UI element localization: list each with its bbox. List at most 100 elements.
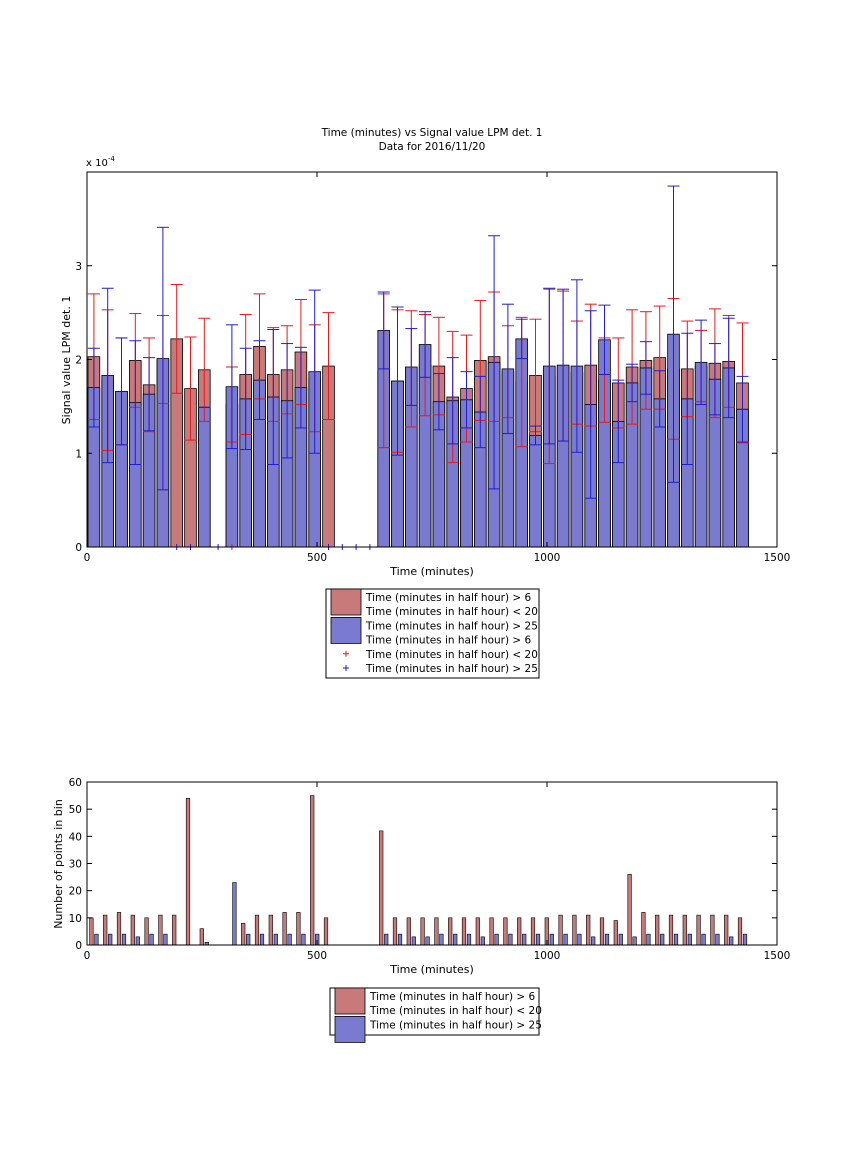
y-tick-label: 3 <box>75 261 82 273</box>
red-count-bar <box>434 917 439 946</box>
blue-count-bar <box>259 933 265 946</box>
red-count-bar <box>158 914 163 946</box>
signal-error-bars <box>87 185 749 499</box>
legend-label: Time (minutes in half hour) > 25 <box>365 620 538 632</box>
red-count-bar <box>296 912 301 946</box>
red-count-bar <box>144 917 149 946</box>
red-count-bar <box>282 912 287 946</box>
y-tick-label: 50 <box>69 804 82 816</box>
blue-signal-bar <box>198 406 211 548</box>
red-count-bar <box>668 914 674 946</box>
red-count-bar <box>724 914 729 946</box>
legend-entries: Time (minutes in half hour) > 6 Time (min… <box>330 588 538 675</box>
red-count-bar <box>641 912 646 946</box>
red-count-bar <box>420 917 425 946</box>
y-tick-label: 60 <box>69 777 82 789</box>
red-count-bar <box>379 830 384 946</box>
red-count-bar <box>103 914 108 946</box>
legend-label: Time (minutes in half hour) > 6 <box>365 635 532 647</box>
count-y-label: Number of points in bin <box>52 799 65 929</box>
red-count-bar <box>116 912 122 946</box>
x-tick-label: 1000 <box>534 552 561 564</box>
blue-count-bar <box>246 933 251 946</box>
count-legend: Time (minutes in half hour) > 6 Time (min… <box>329 987 542 1043</box>
red-count-bar <box>199 928 204 946</box>
blue-count-bar <box>660 933 665 946</box>
blue-count-bar <box>549 933 554 946</box>
blue-count-bar <box>425 936 430 946</box>
red-count-bar <box>130 914 135 946</box>
blue-count-bar <box>466 933 472 946</box>
red-count-bar <box>599 917 605 946</box>
red-legend-swatch <box>334 987 366 1015</box>
blue-legend-swatch <box>334 1016 366 1043</box>
blue-count-bar <box>480 936 485 946</box>
red-count-bar <box>710 914 715 946</box>
blue-count-bar <box>618 933 623 946</box>
legend-box <box>325 588 540 679</box>
blue-count-bar <box>632 936 637 946</box>
blue-count-bar <box>397 933 403 946</box>
blue-count-bar <box>687 933 692 946</box>
signal-x-label: Time (minutes) <box>389 565 474 578</box>
red-count-bar <box>489 917 494 946</box>
x-tick-label: 0 <box>84 950 91 962</box>
red-count-bar <box>448 917 453 946</box>
red-count-bar <box>461 917 467 946</box>
legend-entries: Time (minutes in half hour) > 6 Time (min… <box>334 987 542 1043</box>
red-count-bar <box>406 917 411 946</box>
red-count-bar <box>586 914 591 946</box>
blue-signal-bar <box>529 435 542 548</box>
red-count-bar <box>172 914 177 946</box>
blue-legend-marker <box>343 665 349 671</box>
legend-label: Time (minutes in half hour) < 20 <box>365 606 538 618</box>
count-chart: 0 500 1000 1500 0 10 20 30 40 50 60 Time (minutes)… <box>52 777 790 976</box>
blue-count-bar <box>108 933 113 946</box>
red-count-bar <box>268 914 273 946</box>
blue-count-bar <box>494 933 499 946</box>
red-count-bar <box>241 922 246 946</box>
count-axes: 0 500 1000 1500 0 10 20 30 40 50 60 <box>69 777 791 962</box>
x-tick-label: 1000 <box>534 950 561 962</box>
blue-count-bar <box>673 933 679 946</box>
y-tick-label: 1 <box>75 448 82 460</box>
legend-label: Time (minutes in half hour) < 20 <box>369 1005 542 1017</box>
legend-label: Time (minutes in half hour) > 6 <box>369 991 536 1003</box>
x-tick-label: 1500 <box>764 552 791 564</box>
y-tick-label: 40 <box>69 831 82 843</box>
blue-count-bar <box>646 933 651 946</box>
red-count-bar <box>558 914 563 946</box>
red-count-bar <box>530 917 536 946</box>
x-tick-label: 500 <box>307 950 327 962</box>
red-count-bar <box>572 914 577 946</box>
blue-count-bar <box>742 933 748 946</box>
blue-count-bar <box>411 936 416 946</box>
blue-count-bar <box>508 933 513 946</box>
signal-chart: Time (minutes) vs Signal value LPM det. … <box>60 127 790 578</box>
red-count-bar <box>392 917 398 946</box>
red-count-bar <box>517 917 522 946</box>
red-count-bar <box>89 917 94 946</box>
blue-count-bar <box>604 933 610 946</box>
red-count-bar <box>475 917 480 946</box>
x-tick-label: 500 <box>307 552 327 564</box>
red-count-bar <box>655 914 660 946</box>
signal-y-label: Signal value LPM det. 1 <box>60 296 73 425</box>
blue-count-bar <box>149 933 154 946</box>
y-tick-label: 0 <box>75 940 82 952</box>
red-count-bar <box>627 874 632 946</box>
blue-count-bar <box>729 936 734 946</box>
blue-count-bar <box>287 933 292 946</box>
chart-subtitle: Data for 2016/11/20 <box>379 141 486 153</box>
blue-count-bar <box>563 933 568 946</box>
blue-count-bar <box>522 933 527 946</box>
red-count-bar <box>310 795 315 946</box>
signal-axes: 0 500 1000 1500 0 1 2 3 <box>75 172 790 564</box>
y-exponent: x 10-4 <box>86 155 115 169</box>
red-count-bar <box>613 920 618 946</box>
signal-legend: Time (minutes in half hour) > 6 Time (min… <box>325 588 540 679</box>
legend-label: Time (minutes in half hour) > 25 <box>369 1019 542 1031</box>
blue-count-bar <box>701 933 706 946</box>
blue-count-bar <box>453 933 458 946</box>
